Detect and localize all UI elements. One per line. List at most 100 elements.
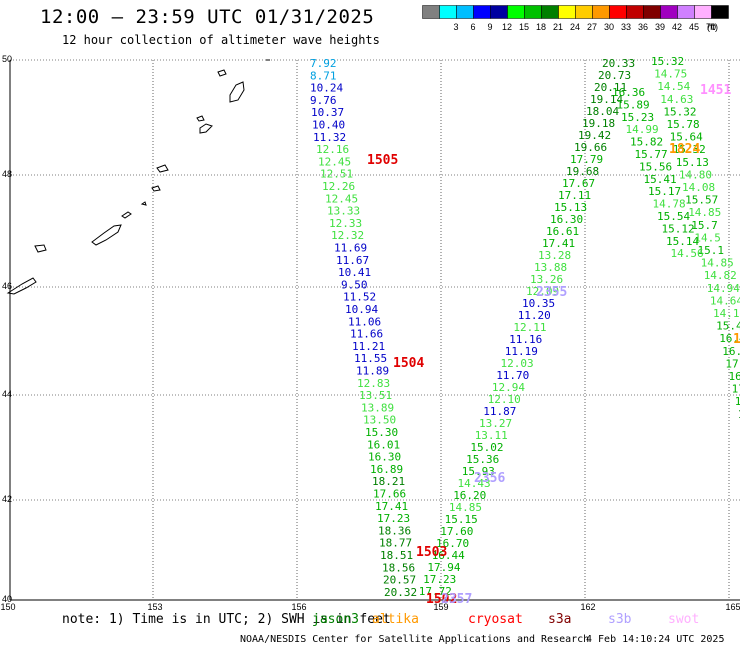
swh-value: 20.57	[383, 574, 416, 587]
swh-value: 16.30	[550, 213, 583, 226]
swh-value: 11.20	[518, 309, 551, 322]
swh-value: 14.82	[704, 269, 737, 282]
track-id-label: 1824	[669, 142, 700, 157]
swh-value: 15.23	[621, 111, 654, 124]
legend-tick-label: 15	[519, 22, 529, 32]
swh-value: 17.41	[542, 237, 575, 250]
swh-value: 10.35	[522, 297, 555, 310]
swh-value: 17.67	[562, 177, 595, 190]
swh-value: 20.33	[602, 57, 635, 70]
swh-value: 14.85	[449, 501, 482, 514]
swh-value: 15.32	[663, 105, 696, 118]
footnote: note: 1) Time is in UTC; 2) SWH is in fe…	[62, 612, 391, 627]
swh-value: 15.41	[644, 173, 677, 186]
swh-value: 15.15	[445, 513, 478, 526]
legend-tick-label: 30	[604, 22, 614, 32]
swh-value: 15.1	[698, 244, 725, 257]
swh-value: 12.83	[357, 377, 390, 390]
swh-value: 13.51	[359, 389, 392, 402]
swh-value: 14.78	[653, 198, 686, 211]
swh-value: 15.56	[639, 160, 672, 173]
swh-value: 16.89	[370, 463, 403, 476]
longitude-label: 165	[725, 602, 740, 610]
swh-value: 18	[738, 408, 740, 421]
swh-value: 15.17	[648, 185, 681, 198]
swh-value: 15.57	[685, 194, 718, 207]
swh-value: 17.79	[570, 153, 603, 166]
legend-tick-label: 36	[638, 22, 648, 32]
lat-lon-grid	[10, 59, 740, 600]
legend-tick-label: 27	[587, 22, 597, 32]
swh-value: 16.57	[729, 370, 740, 383]
legend-swatch	[711, 5, 729, 19]
track-id-labels: 1505 1504 1503 1502 2355 2356 2357 1824 1451 1	[367, 83, 740, 607]
legend-tick-label: 39	[655, 22, 665, 32]
satellite-label: s3a	[548, 612, 572, 627]
satellite-label: jason3	[312, 612, 359, 627]
swh-value: 14.10	[713, 307, 740, 320]
swh-value: 12.45	[318, 155, 351, 168]
swh-value: 8.71	[310, 69, 337, 82]
swh-value: 20.32	[384, 586, 417, 599]
swh-value: 15.32	[651, 55, 684, 68]
chart-title: 12:00 – 23:59 UTC 01/31/2025	[40, 6, 375, 28]
latitude-label: 50	[2, 54, 12, 64]
swh-value: 11.70	[496, 369, 529, 382]
swh-value: 19.68	[566, 165, 599, 178]
swh-value: 17.23	[423, 573, 456, 586]
swh-value: 12.45	[325, 192, 358, 205]
satellite-label: altika	[372, 612, 419, 627]
swh-value: 15.30	[365, 426, 398, 439]
swh-value: 11.19	[505, 345, 538, 358]
swh-value: 14.85	[688, 206, 721, 219]
swh-value: 19.66	[574, 141, 607, 154]
swh-value: 17.65	[725, 357, 740, 370]
swh-value: 12.51	[320, 168, 353, 181]
swh-value: 12.32	[331, 229, 364, 242]
swh-value: 20.73	[598, 69, 631, 82]
track-id-label: 1503	[416, 545, 447, 560]
legend-unit: (ft)	[707, 22, 718, 32]
swh-value: 16.30	[368, 451, 401, 464]
swh-value: 13.89	[361, 401, 394, 414]
swh-value: 16.48	[719, 332, 740, 345]
swh-value: 14.99	[626, 123, 659, 136]
altimeter-tracks: 7.928.7110.249.7610.3710.4011.3212.1612.…	[310, 55, 740, 599]
swh-value: 15.43	[716, 320, 740, 333]
track-id-label: 1	[733, 332, 740, 347]
swh-value: 18.36	[378, 524, 411, 537]
swh-value: 12.09	[526, 285, 559, 298]
swh-value: 17.23	[377, 512, 410, 525]
swh-value: 11.06	[348, 315, 381, 328]
swh-value: 19.18	[582, 117, 615, 130]
swh-value: 13.27	[479, 417, 512, 430]
latitude-labels: 50 48 46 44 42 40	[2, 54, 12, 604]
wave-height-map: 150 153 156 159 162 165 50 48 46 44 42 40 7.928.71…	[0, 54, 740, 610]
swh-value: 11.87	[483, 405, 516, 418]
legend-tick-label: 9	[487, 22, 492, 32]
longitude-labels: 150 153 156 159 162 165	[0, 602, 740, 610]
swh-value: 17.11	[558, 189, 591, 202]
swh-value: 10.41	[338, 266, 371, 279]
swh-value: 11.16	[509, 333, 542, 346]
swh-value: 14.85	[701, 257, 734, 270]
track-id-label: 2356	[474, 471, 505, 486]
swh-value: 10.24	[310, 82, 343, 95]
track-id-label: 1505	[367, 153, 398, 168]
track-id-label: 2357	[441, 592, 472, 607]
swh-value: 17.94	[427, 561, 460, 574]
swh-value: 15.36	[466, 453, 499, 466]
swh-value: 14.80	[679, 168, 712, 181]
swh-value: 10.37	[311, 106, 344, 119]
latitude-label: 40	[2, 594, 12, 604]
swh-value: 9.50	[341, 278, 368, 291]
swh-value: 17.	[735, 395, 740, 408]
swh-value: 14.5	[694, 231, 721, 244]
legend-tick-label: 18	[536, 22, 546, 32]
legend-tick-label: 24	[570, 22, 580, 32]
swh-value: 15.13	[676, 156, 709, 169]
swh-value: 12.94	[492, 381, 525, 394]
swh-value: 11.67	[336, 254, 369, 267]
satellite-label: swot	[668, 612, 700, 627]
swh-value: 15.13	[554, 201, 587, 214]
